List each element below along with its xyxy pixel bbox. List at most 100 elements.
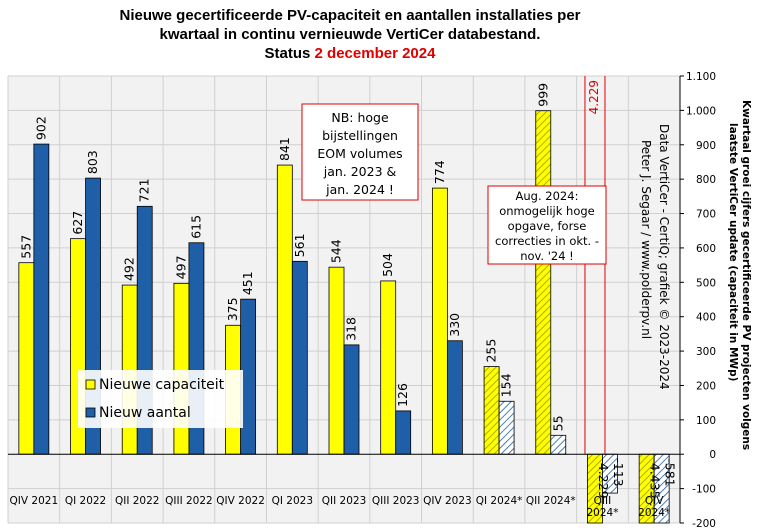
data-label-count: -113	[611, 458, 626, 486]
x-tick-label-part: QIII	[594, 495, 612, 507]
data-label-capacity: 544	[329, 239, 344, 263]
note1-line-4: jan. 2023 &	[323, 164, 397, 179]
x-tick-label: QIV 2021	[10, 495, 59, 507]
bar-count	[395, 410, 412, 455]
bar-capacity	[535, 110, 552, 455]
y-tick-label: 0	[709, 449, 716, 461]
y-tick-label: -200	[692, 518, 716, 530]
data-label-count: 721	[137, 178, 152, 202]
data-label-capacity: 504	[380, 253, 395, 277]
data-label-capacity: 841	[277, 137, 292, 161]
data-label-capacity: 557	[18, 235, 33, 259]
y-tick-label: 600	[696, 243, 716, 255]
bar-count	[33, 143, 50, 455]
bar-capacity	[121, 284, 138, 455]
note2-line-4: correcties in okt. -	[495, 234, 599, 248]
credit-line-1: Data VertiCer - CertiQ; grafiek © 2023-2…	[657, 124, 671, 390]
title-line-3: Status 2 december 2024	[0, 44, 700, 63]
data-label-count: 154	[499, 373, 514, 397]
x-tick-label-part: 2024*	[586, 507, 618, 519]
data-label-count: 451	[240, 271, 255, 295]
y-tick-label: -100	[692, 484, 716, 496]
y-tick-label: 700	[696, 209, 716, 221]
y-tick-label: 300	[696, 346, 716, 358]
x-axis: QIV 2021 QI 2022 QII 2022 QIII 2022 QIV 2022…	[10, 495, 671, 519]
data-label-count: 318	[344, 317, 359, 341]
data-label-capacity: 774	[432, 160, 447, 184]
x-tick-label: QI 2024*	[476, 495, 523, 507]
y-tick-label: 200	[696, 380, 716, 392]
data-label-count: 615	[188, 215, 203, 239]
data-label-count: 803	[85, 150, 100, 174]
x-tick-label-part: 2024*	[638, 507, 670, 519]
data-label-capacity: 255	[484, 339, 499, 363]
chart-title: Nieuwe gecertificeerde PV-capaciteit en …	[0, 6, 700, 63]
y-tick-label: 1.100	[686, 71, 716, 83]
note1-line-1: NB: hoge	[331, 110, 389, 125]
legend-swatch-capacity	[85, 379, 96, 390]
note2-line-2: onmogelijk hoge	[499, 204, 595, 218]
data-label-count: 902	[33, 116, 48, 140]
title-status-date: 2 december 2024	[314, 45, 436, 62]
title-line-1: Nieuwe gecertificeerde PV-capaciteit en …	[119, 7, 581, 24]
y-axis-title-line-2: laatste VertiCer update (capaciteit in M…	[727, 123, 739, 381]
data-label-capacity: -4.435	[648, 458, 663, 498]
title-line-2: kwartaal in continu vernieuwde VertiCer …	[159, 26, 541, 43]
note2-line-1: Aug. 2024:	[516, 189, 579, 203]
x-tick-label: QI 2023	[272, 495, 313, 507]
x-tick-label: QII 2023	[322, 495, 367, 507]
x-tick-label: QIV 2024*	[638, 495, 670, 519]
data-label-capacity: -4.229	[596, 458, 611, 498]
x-tick-label: QIII 2024*	[586, 495, 618, 519]
bar-count	[343, 344, 360, 455]
legend-label-capacity: Nieuwe capaciteit	[99, 377, 225, 393]
off-scale-label: 4.229	[587, 80, 601, 114]
data-label-count: 330	[447, 313, 462, 337]
bar-count	[498, 400, 515, 455]
y-tick-label: 1.000	[686, 105, 716, 117]
bar-capacity	[328, 266, 345, 455]
y-tick-label: 400	[696, 312, 716, 324]
legend-label-count: Nieuw aantal	[99, 405, 191, 421]
note2-line-3: opgave, forse	[508, 219, 587, 233]
credit-line-2: Peter J. Segaar / www.polderpv.nl	[639, 140, 653, 339]
x-tick-label: QIII 2023	[372, 495, 420, 507]
bar-capacity	[483, 366, 500, 455]
note1-line-3: EOM volumes	[317, 146, 402, 161]
data-label-capacity: 497	[173, 255, 188, 279]
x-tick-label: QII 2022	[115, 495, 160, 507]
data-label-capacity: 492	[122, 257, 137, 281]
bar-capacity	[380, 280, 397, 455]
bar-count	[550, 434, 567, 455]
x-tick-label: QII 2024*	[526, 495, 576, 507]
bar-count	[291, 260, 308, 455]
y-axis-right: -200 -100 0 100 200 300 400 500 600 700 800 900 1.00…	[8, 71, 716, 530]
bar-count	[446, 340, 463, 455]
bar-capacity	[276, 164, 293, 455]
data-label-count: 55	[550, 415, 565, 431]
data-label-count: -581	[663, 458, 678, 486]
note1-line-5: jan. 2024 !	[325, 182, 394, 197]
note1-line-2: bijstellingen	[322, 128, 398, 143]
data-label-capacity: 375	[225, 297, 240, 321]
x-tick-label: QIV 2022	[216, 495, 265, 507]
x-tick-label: QIV 2023	[423, 495, 472, 507]
y-tick-label: 800	[696, 174, 716, 186]
bar-capacity	[431, 187, 448, 455]
x-tick-label: QIII 2022	[165, 495, 213, 507]
data-label-capacity: 999	[535, 83, 550, 107]
note-box-1: NB: hoge bijstellingen EOM volumes jan. …	[301, 103, 419, 201]
y-tick-label: 100	[696, 415, 716, 427]
note2-line-5: nov. '24 !	[520, 249, 574, 263]
note-box-2: Aug. 2024: onmogelijk hoge opgave, forse…	[487, 185, 607, 265]
bar-capacity	[18, 262, 35, 455]
data-label-capacity: 627	[70, 211, 85, 235]
y-tick-label: 500	[696, 277, 716, 289]
y-tick-label: 900	[696, 140, 716, 152]
bar-capacity	[173, 282, 190, 455]
x-tick-label-part: QIV	[645, 495, 664, 507]
y-axis-title-line-1: Kwartaal groei cijfers gecertificeerde P…	[740, 100, 752, 450]
data-label-count: 126	[395, 383, 410, 407]
